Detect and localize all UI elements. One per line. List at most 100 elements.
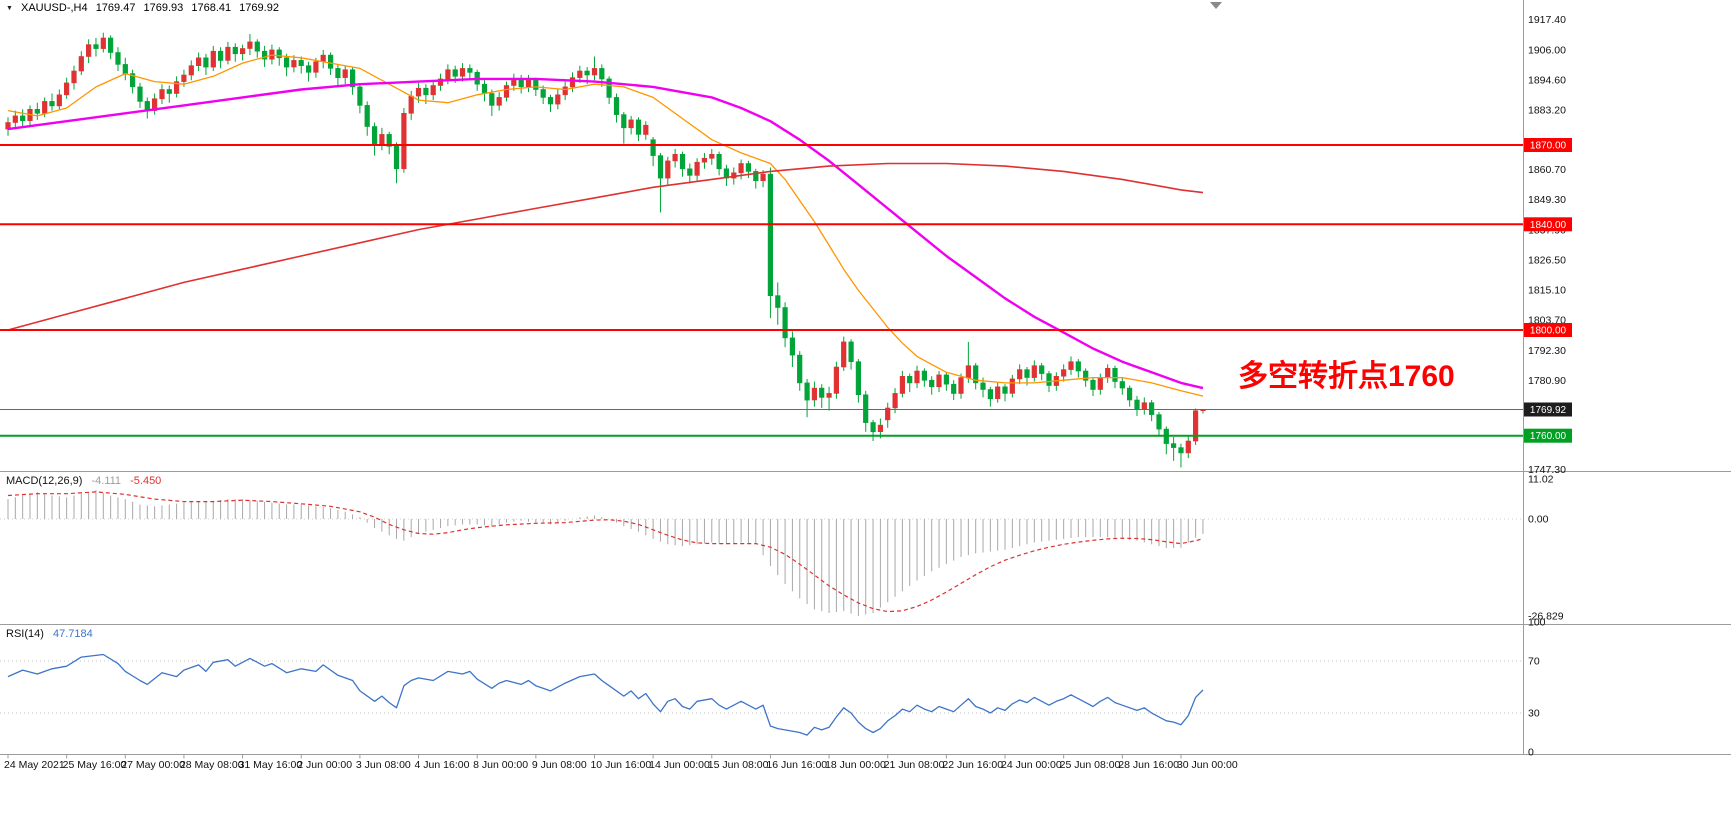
candle-down xyxy=(533,79,539,90)
candle-down xyxy=(775,295,781,308)
candle-up xyxy=(811,387,817,401)
candle-down xyxy=(804,382,810,401)
candle-up xyxy=(64,82,70,96)
candle-up xyxy=(841,341,847,368)
price-badge-label: 1800.00 xyxy=(1530,326,1567,337)
candle-up xyxy=(496,97,502,106)
time-axis-label: 9 Jun 08:00 xyxy=(532,759,587,771)
candle-down xyxy=(1002,386,1008,394)
candle-up xyxy=(78,56,84,72)
ohlc-open: 1769.47 xyxy=(95,2,136,14)
price-axis-label: 1747.30 xyxy=(1528,464,1566,476)
candle-down xyxy=(386,134,392,147)
candle-down xyxy=(797,354,803,384)
price-axis-label: 1780.90 xyxy=(1528,375,1566,387)
candle-down xyxy=(943,374,949,385)
candle-up xyxy=(408,95,414,114)
candle-down xyxy=(276,49,282,59)
time-axis-label: 16 Jun 16:00 xyxy=(766,759,827,771)
candle-up xyxy=(5,122,11,130)
candle-down xyxy=(34,109,40,114)
price-axis-label: 1815.10 xyxy=(1528,285,1566,297)
candle-down xyxy=(1046,373,1052,386)
candle-down xyxy=(452,69,458,77)
macd-main-value: -4.111 xyxy=(91,475,122,487)
candle-down xyxy=(1156,414,1162,430)
candle-down xyxy=(606,78,612,98)
candle-up xyxy=(1185,440,1191,454)
candle-up xyxy=(885,407,891,421)
price-badge-label: 1870.00 xyxy=(1530,141,1567,152)
candle-up xyxy=(665,160,671,179)
candle-up xyxy=(958,377,964,394)
candle-up xyxy=(174,81,180,94)
ma-mid-magenta-line xyxy=(7,77,1204,390)
candle-down xyxy=(49,101,55,107)
time-axis-label: 25 Jun 08:00 xyxy=(1060,759,1121,771)
candle-up xyxy=(525,79,532,88)
macd-axis-label: 0.00 xyxy=(1528,514,1549,526)
candle-up xyxy=(225,46,231,61)
candle-down xyxy=(1024,369,1030,378)
candle-down xyxy=(687,168,693,176)
candle-up xyxy=(342,69,348,78)
candle-up xyxy=(42,101,48,114)
candle-up xyxy=(569,77,576,88)
candle-up xyxy=(694,161,700,176)
candle-down xyxy=(1178,447,1184,454)
candle-down xyxy=(1090,379,1096,390)
time-axis-label: 18 Jun 00:00 xyxy=(825,759,886,771)
price-axis-label: 1849.30 xyxy=(1528,194,1566,206)
candle-up xyxy=(379,134,385,144)
candle-down xyxy=(789,337,795,356)
candle-down xyxy=(1083,370,1089,381)
candle-up xyxy=(152,98,158,111)
candle-up xyxy=(1097,377,1103,390)
candle-up xyxy=(562,86,568,96)
ma-fast-orange-line xyxy=(7,54,1204,397)
candle-up xyxy=(760,173,766,182)
candle-down xyxy=(108,37,114,53)
price-axis-label: 1917.40 xyxy=(1528,14,1566,26)
candle-down xyxy=(863,394,869,423)
rsi-line xyxy=(7,653,1204,736)
candle-down xyxy=(423,87,429,96)
candle-down xyxy=(929,379,935,388)
candle-up xyxy=(1141,402,1147,410)
candle-down xyxy=(1039,365,1045,374)
candle-up xyxy=(196,57,202,66)
rsi-axis-label: 100 xyxy=(1528,617,1546,629)
candle-up xyxy=(628,119,634,129)
candle-down xyxy=(848,341,854,362)
candle-down xyxy=(166,89,172,94)
candle-down xyxy=(584,70,590,76)
candle-up xyxy=(240,48,246,55)
candle-up xyxy=(555,94,561,105)
candle-up xyxy=(445,69,451,80)
candle-up xyxy=(56,94,62,107)
candle-up xyxy=(291,60,297,68)
candle-down xyxy=(716,154,722,170)
candle-up xyxy=(313,61,319,73)
ohlc-high: 1769.93 xyxy=(143,2,184,14)
rsi-axis-label: 70 xyxy=(1528,656,1540,668)
candle-down xyxy=(1112,367,1118,382)
rsi-value: 47.7184 xyxy=(52,628,93,640)
candle-down xyxy=(1134,399,1140,410)
time-axis-label: 2 Jun 00:00 xyxy=(297,759,352,771)
candle-down xyxy=(907,375,913,384)
candle-up xyxy=(877,424,883,433)
candle-down xyxy=(650,139,656,156)
candle-up xyxy=(1061,369,1067,377)
candle-down xyxy=(298,60,304,67)
price-badge xyxy=(1524,402,1572,417)
candle-down xyxy=(371,126,378,145)
candle-down xyxy=(1171,443,1177,448)
candle-down xyxy=(635,119,642,135)
candle-down xyxy=(218,50,224,61)
candle-up xyxy=(936,374,942,388)
candle-up xyxy=(914,370,920,384)
time-axis-label: 10 Jun 16:00 xyxy=(590,759,651,771)
rsi-axis-label: 0 xyxy=(1528,747,1534,759)
